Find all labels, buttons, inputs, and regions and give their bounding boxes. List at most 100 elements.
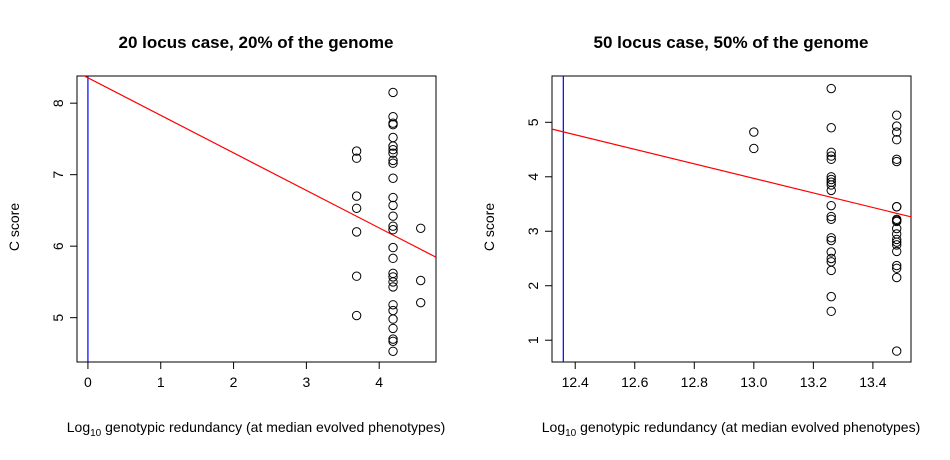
data-point	[388, 323, 398, 334]
data-point	[826, 83, 836, 94]
plot-area: 12.4 12.6 12.8 13.0 13.2 13.4 1 2 3 4 5	[525, 75, 912, 390]
data-point	[388, 277, 398, 287]
plot-frame	[76, 75, 437, 363]
data-point	[892, 156, 902, 167]
data-point	[826, 180, 836, 190]
data-point	[388, 221, 398, 231]
data-point	[388, 200, 398, 211]
data-point	[892, 121, 902, 131]
data-point	[388, 272, 398, 282]
data-point	[351, 227, 362, 237]
data-point	[388, 305, 398, 316]
x-tick-label: 12.8	[681, 374, 708, 390]
data-point	[892, 234, 902, 245]
data-point	[892, 246, 902, 257]
data-point	[892, 135, 902, 145]
data-point	[388, 211, 398, 221]
y-tick-label: 7	[50, 171, 66, 179]
data-point	[826, 235, 836, 246]
data-point	[388, 336, 398, 346]
data-point	[388, 192, 398, 203]
data-point	[749, 143, 759, 154]
data-point	[826, 291, 836, 302]
data-point	[416, 275, 426, 286]
data-point	[826, 147, 836, 157]
y-tick-label: 8	[50, 99, 66, 107]
data-point	[351, 153, 362, 163]
data-point	[388, 346, 398, 356]
regression-line	[83, 76, 436, 258]
data-point	[351, 271, 362, 281]
plot-frame	[551, 75, 912, 363]
y-tick-label: 6	[50, 242, 66, 250]
data-point	[826, 214, 836, 224]
x-tick-label: 13.2	[800, 374, 827, 390]
data-point	[388, 242, 398, 253]
x-tick-label: 13.0	[740, 374, 767, 390]
chart-panel-left: 20 locus case, 20% of the genome C score…	[6, 33, 445, 439]
data-point	[892, 346, 902, 356]
data-point	[388, 112, 398, 122]
x-axis-label: Log10 genotypic redundancy (at median ev…	[67, 419, 445, 439]
data-point	[388, 132, 398, 143]
data-point	[826, 306, 836, 317]
x-tick-label: 0	[84, 374, 92, 390]
data-point	[826, 233, 836, 243]
x-tick-label: 2	[230, 374, 238, 390]
data-point	[351, 191, 362, 201]
data-point	[892, 272, 902, 283]
x-tick-label: 4	[375, 374, 383, 390]
y-tick-label: 1	[525, 336, 541, 344]
chart-title: 20 locus case, 20% of the genome	[119, 33, 394, 52]
data-point	[826, 174, 836, 185]
data-point	[892, 263, 902, 274]
data-point	[388, 155, 398, 166]
data-point	[826, 123, 836, 133]
data-point	[892, 240, 902, 250]
x-tick-label: 12.4	[562, 374, 589, 390]
data-point	[388, 314, 398, 324]
data-point	[826, 253, 836, 264]
data-point	[749, 127, 759, 137]
data-point	[388, 225, 398, 235]
data-point	[826, 247, 836, 257]
data-point	[388, 334, 398, 344]
data-point	[416, 223, 426, 233]
x-tick-label: 1	[157, 374, 165, 390]
data-point	[388, 144, 398, 155]
data-point	[892, 202, 902, 212]
data-point	[892, 110, 902, 120]
data-point	[388, 282, 398, 292]
y-axis-label: C score	[481, 203, 497, 251]
data-point	[388, 173, 398, 183]
data-point	[826, 265, 836, 276]
plot-area: 0 1 2 3 4 5 6 7 8	[50, 75, 437, 390]
data-point	[892, 216, 902, 227]
x-tick-label: 3	[302, 374, 310, 390]
data-point	[892, 260, 902, 271]
data-point	[388, 300, 398, 310]
y-tick-label: 2	[525, 282, 541, 290]
y-tick-label: 5	[50, 314, 66, 322]
x-tick-label: 13.4	[859, 374, 886, 390]
data-point	[388, 119, 398, 130]
data-point	[826, 185, 836, 196]
data-point	[351, 146, 362, 156]
y-tick-label: 3	[525, 227, 541, 235]
data-point	[388, 158, 398, 168]
data-point	[388, 87, 398, 98]
y-axis-label: C score	[6, 203, 22, 251]
data-point	[351, 310, 362, 321]
data-point	[826, 211, 836, 222]
chart-panel-right: 50 locus case, 50% of the genome C score…	[481, 33, 920, 439]
chart-title: 50 locus case, 50% of the genome	[594, 33, 869, 52]
data-point	[416, 297, 426, 308]
y-tick-label: 4	[525, 173, 541, 181]
data-point	[826, 154, 836, 165]
data-point	[892, 223, 902, 234]
data-point	[892, 154, 902, 165]
regression-line	[552, 128, 911, 218]
y-tick-label: 5	[525, 118, 541, 126]
data-point	[826, 151, 836, 161]
